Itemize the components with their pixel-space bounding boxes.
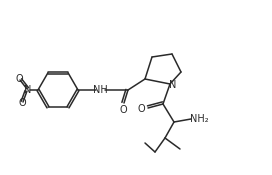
- Text: O: O: [119, 105, 127, 115]
- Text: N: N: [169, 80, 177, 90]
- Text: O: O: [15, 74, 23, 84]
- Text: NH: NH: [93, 85, 107, 95]
- Text: N: N: [24, 85, 32, 95]
- Text: O: O: [137, 104, 145, 114]
- Text: O: O: [18, 98, 26, 108]
- Text: NH₂: NH₂: [190, 114, 208, 124]
